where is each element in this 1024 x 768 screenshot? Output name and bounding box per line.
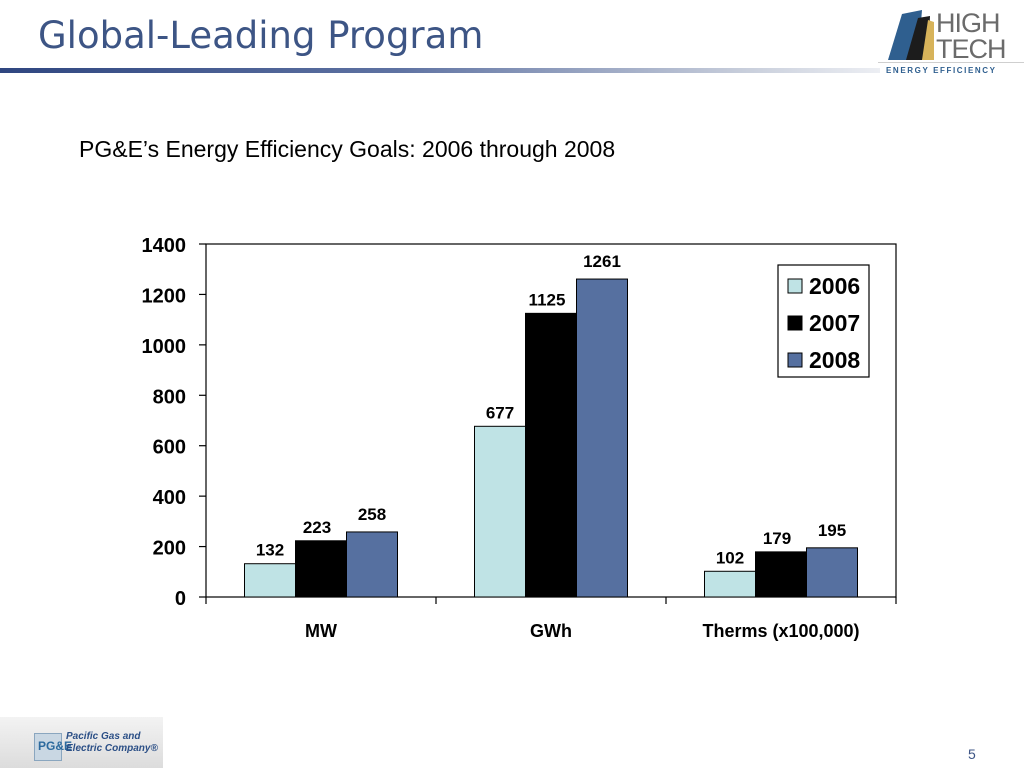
- data-label: 677: [486, 403, 514, 422]
- y-tick-label: 1400: [142, 235, 187, 257]
- data-label: 258: [358, 505, 386, 524]
- bar-2006-0: [244, 563, 296, 598]
- bar-2007-1: [525, 312, 577, 598]
- data-label: 179: [763, 529, 791, 548]
- bar-2007-0: [295, 540, 347, 598]
- bar-2007-2: [755, 551, 807, 598]
- y-tick-label: 1200: [142, 285, 187, 307]
- y-tick-label: 0: [175, 588, 186, 610]
- page-number: 5: [968, 746, 976, 762]
- y-tick-label: 400: [153, 487, 186, 509]
- y-tick-label: 600: [153, 437, 186, 459]
- data-label: 102: [716, 548, 744, 567]
- data-label: 1261: [583, 252, 621, 271]
- x-category-label: MW: [305, 621, 337, 641]
- high-tech-logo: HIGH TECH ENERGY EFFICIENCY: [878, 8, 1024, 75]
- x-category-label: Therms (x100,000): [702, 621, 859, 641]
- data-label: 132: [256, 541, 284, 560]
- pge-logo-icon: PG&E: [34, 733, 72, 761]
- chart-subtitle: PG&E’s Energy Efficiency Goals: 2006 thr…: [79, 136, 616, 162]
- title-underline: [0, 68, 880, 73]
- bar-chart: 0 200 400 600 800 1000 1200 1400 132 223 258 MW 677 1…: [142, 235, 897, 641]
- bar-2008-1: [576, 278, 628, 598]
- legend-swatch: [787, 352, 803, 368]
- y-tick-label: 1000: [142, 336, 187, 358]
- bar-2006-2: [704, 570, 756, 598]
- data-label: 1125: [529, 290, 566, 309]
- legend-label: 2008: [809, 347, 860, 373]
- data-label: 223: [303, 518, 331, 537]
- x-category-label: GWh: [530, 621, 572, 641]
- legend-swatch: [787, 278, 803, 294]
- legend-label: 2006: [809, 273, 860, 299]
- logo-text-high: HIGH: [936, 8, 1000, 38]
- pge-logo-text: Pacific Gas and Electric Company®: [66, 731, 158, 755]
- pge-initials: PG&E: [38, 739, 73, 753]
- logo-text-tech: TECH: [936, 34, 1006, 64]
- data-label: 195: [818, 521, 846, 540]
- pge-logo-line1: Pacific Gas and: [66, 731, 141, 742]
- y-tick-label: 200: [153, 538, 186, 560]
- legend-label: 2007: [809, 310, 860, 336]
- bar-2006-1: [474, 425, 526, 598]
- pge-logo-line2: Electric Company®: [66, 743, 158, 754]
- pge-footer-logo: PG&E Pacific Gas and Electric Company®: [0, 717, 163, 768]
- bar-2008-2: [806, 547, 858, 598]
- y-tick-label: 800: [153, 386, 186, 408]
- logo-tagline: ENERGY EFFICIENCY: [886, 66, 997, 75]
- legend-swatch: [787, 315, 803, 331]
- slide-title: Global-Leading Program: [38, 14, 484, 57]
- bar-2008-0: [346, 531, 398, 598]
